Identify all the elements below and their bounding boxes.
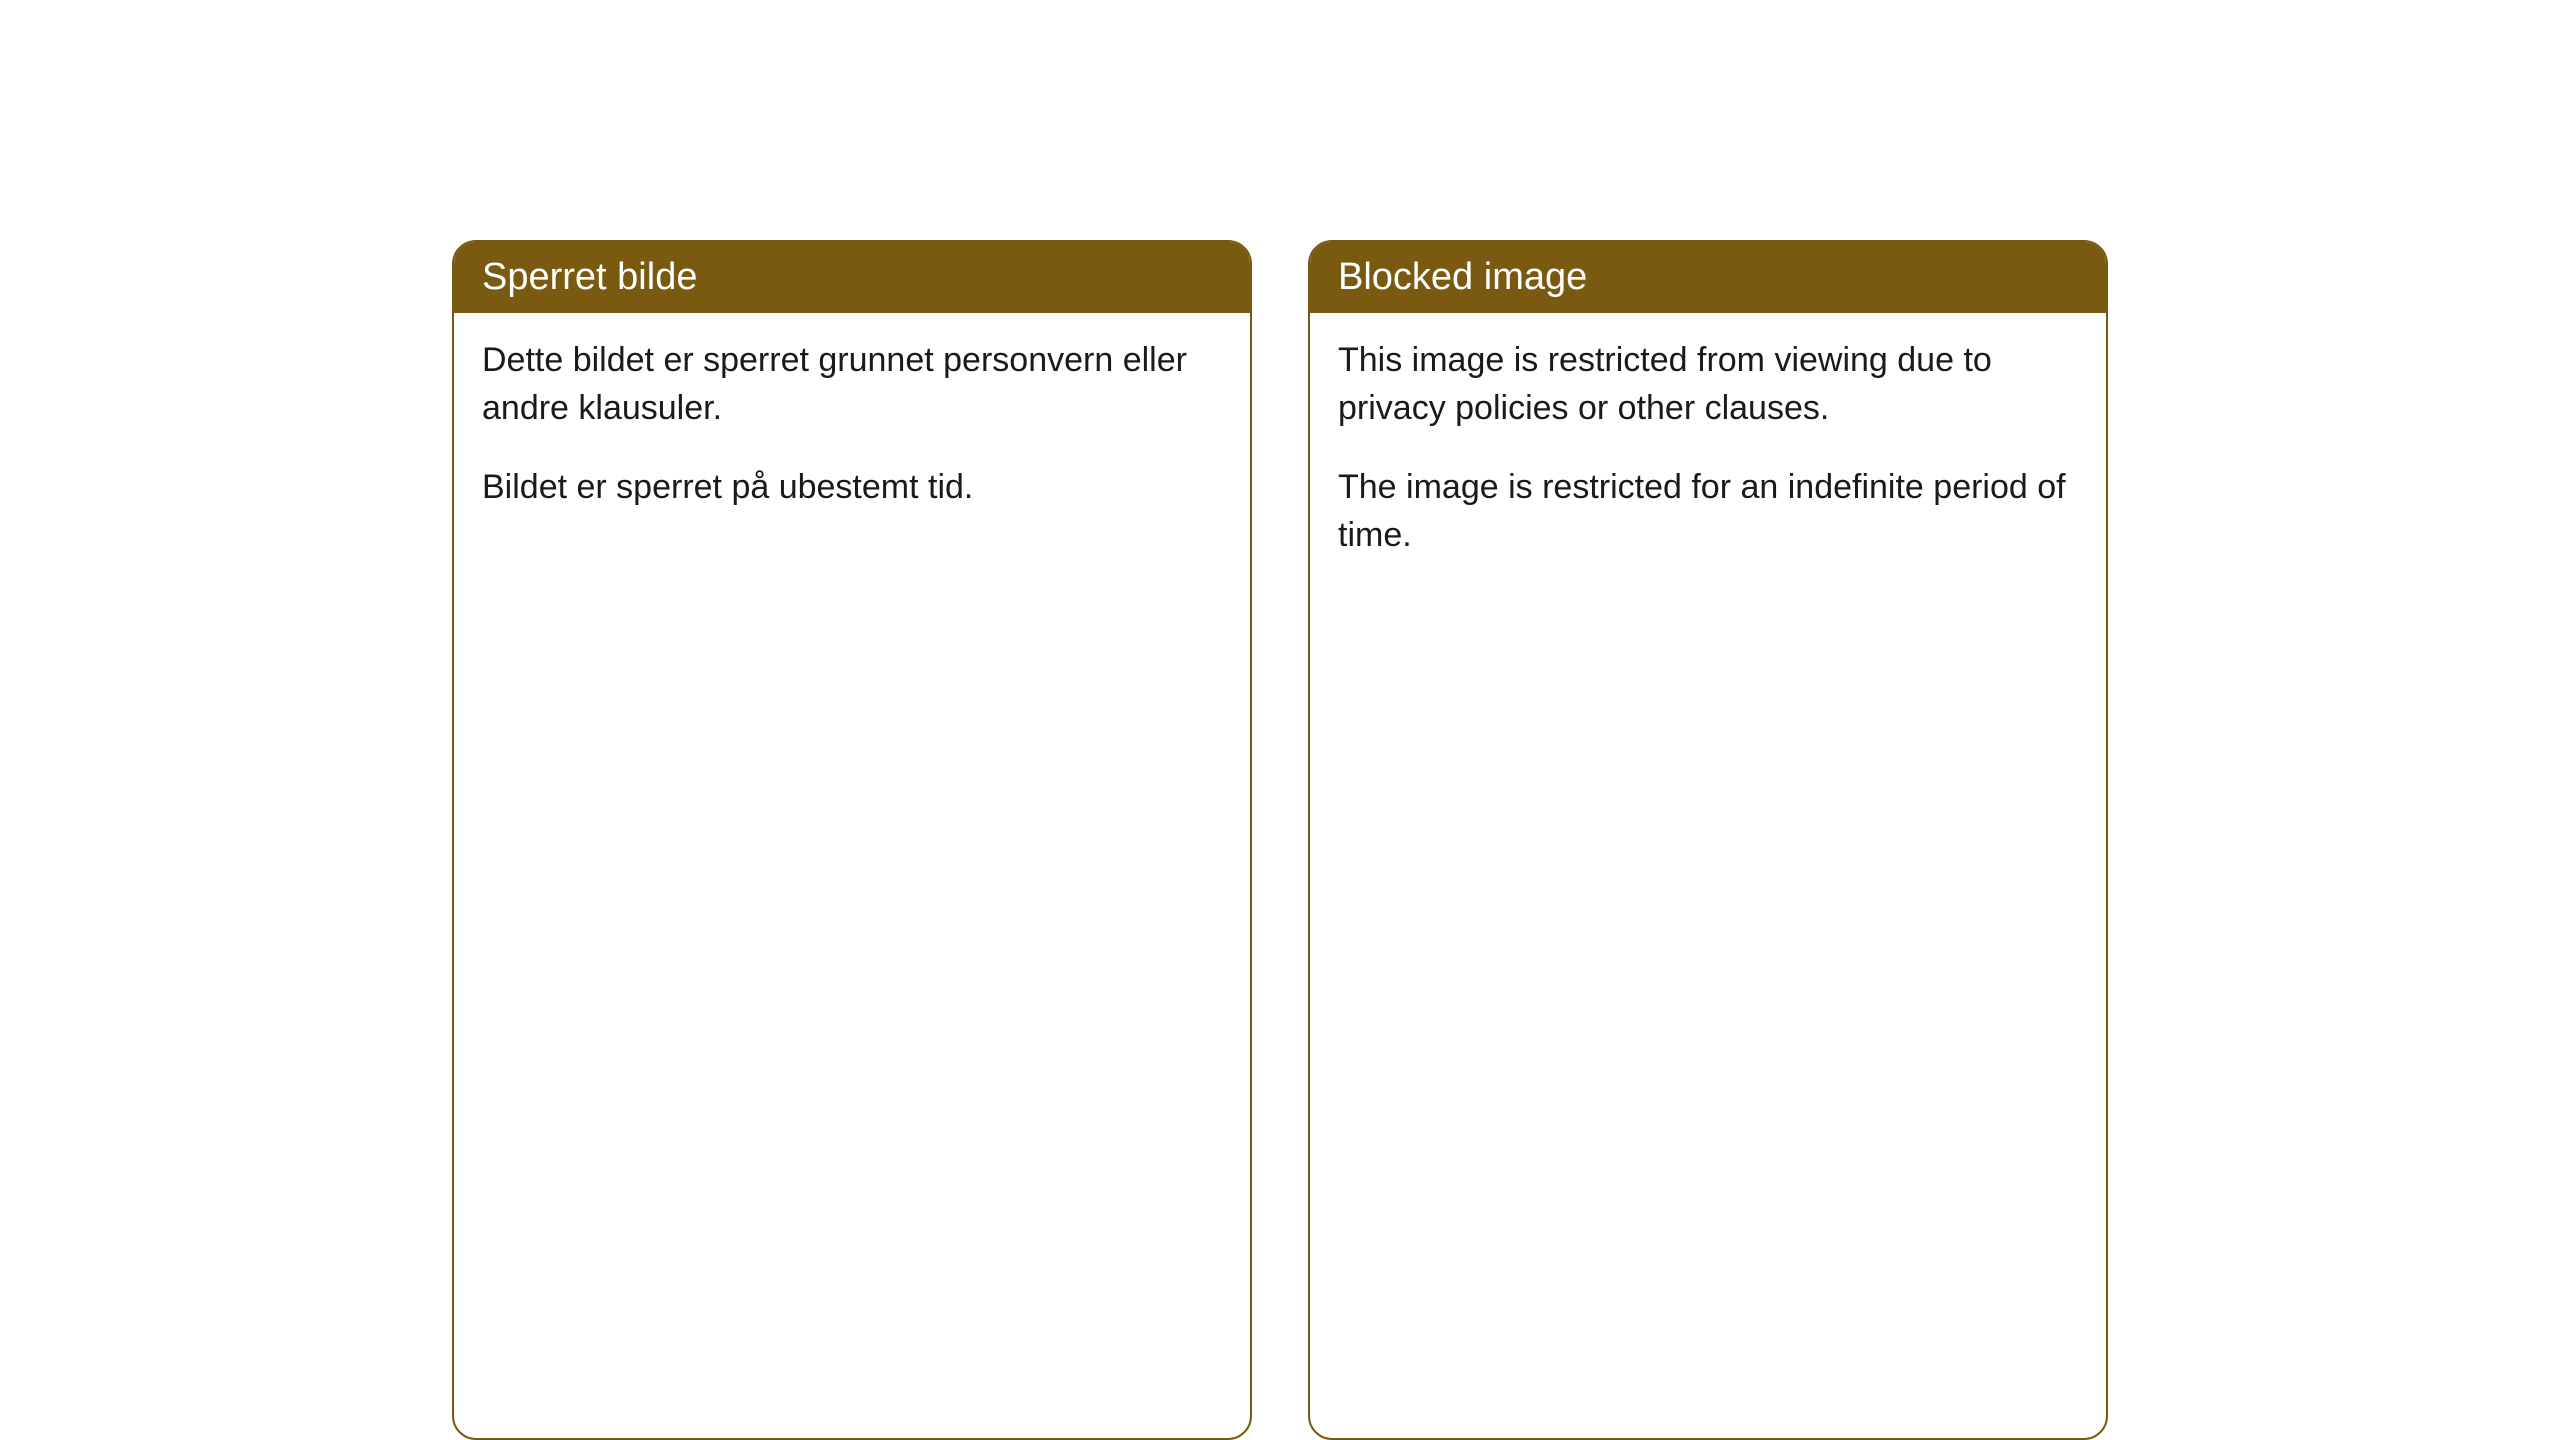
card-paragraph2-norwegian: Bildet er sperret på ubestemt tid. bbox=[482, 464, 1222, 512]
card-paragraph1-norwegian: Dette bildet er sperret grunnet personve… bbox=[482, 337, 1222, 432]
card-body-norwegian: Dette bildet er sperret grunnet personve… bbox=[454, 313, 1250, 552]
card-english: Blocked image This image is restricted f… bbox=[1308, 240, 2108, 1440]
card-paragraph1-english: This image is restricted from viewing du… bbox=[1338, 337, 2078, 432]
card-header-english: Blocked image bbox=[1310, 242, 2106, 313]
card-title-english: Blocked image bbox=[1338, 256, 1587, 298]
cards-container: Sperret bilde Dette bildet er sperret gr… bbox=[452, 240, 2108, 1440]
card-norwegian: Sperret bilde Dette bildet er sperret gr… bbox=[452, 240, 1252, 1440]
card-header-norwegian: Sperret bilde bbox=[454, 242, 1250, 313]
card-paragraph2-english: The image is restricted for an indefinit… bbox=[1338, 464, 2078, 559]
card-title-norwegian: Sperret bilde bbox=[482, 256, 697, 298]
card-body-english: This image is restricted from viewing du… bbox=[1310, 313, 2106, 599]
